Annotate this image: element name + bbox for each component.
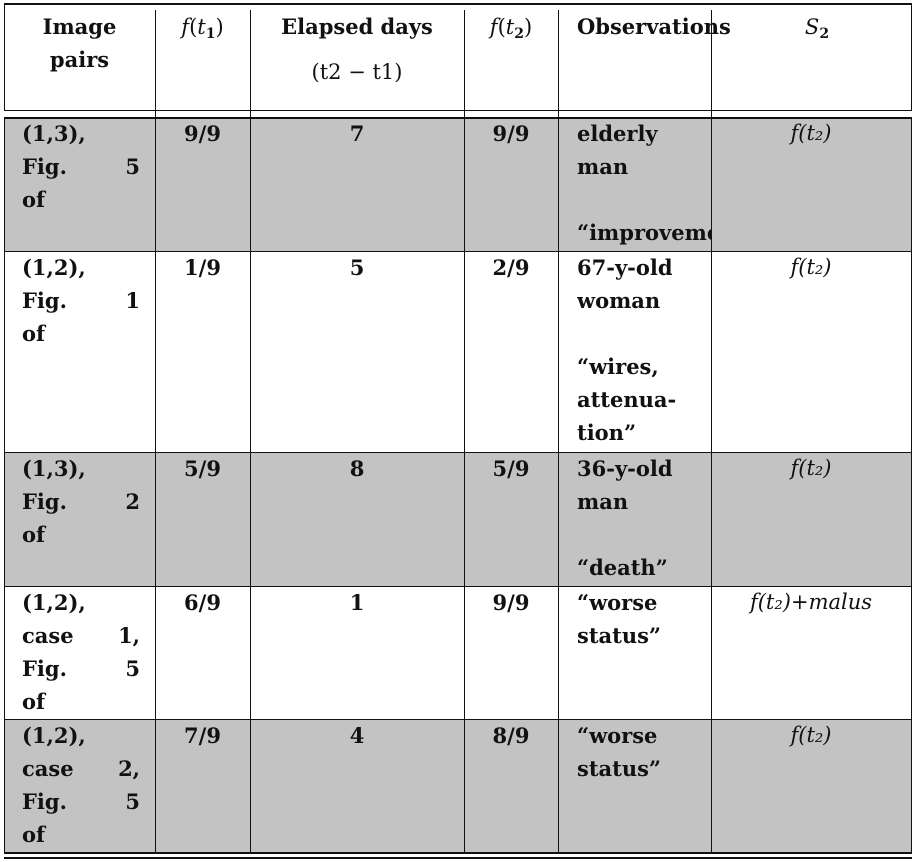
row1-f1: 9/9	[184, 121, 221, 146]
row5-f2: 8/9	[492, 723, 530, 748]
header-elapsed-days: Elapsed days (t2 − t1)	[281, 14, 433, 84]
header-f-t1: f(t1)	[181, 15, 224, 42]
row3-observations: 36-y-old man “death”	[577, 456, 673, 580]
header-rule-2	[4, 117, 912, 119]
header-s2: S2	[804, 15, 830, 42]
row2-pair: (1,2), Fig. 1 of	[22, 255, 140, 346]
row3-f1: 5/9	[184, 456, 221, 481]
row4-observations: “worse status”	[577, 590, 661, 648]
row3-f2: 5/9	[492, 456, 530, 481]
vline-left	[4, 4, 5, 111]
row2-observations: 67-y-old woman “wires, attenua- tion”	[577, 255, 677, 445]
row4-days: 1	[349, 590, 365, 615]
bottom-rule-2	[4, 857, 912, 859]
row4-pair: (1,2), case 1, Fig. 5 of	[22, 590, 140, 714]
row4-s2: f(t₂)+malus	[749, 590, 873, 614]
bottom-rule	[4, 852, 912, 854]
row1-f2: 9/9	[492, 121, 530, 146]
row3-days: 8	[349, 456, 365, 481]
row5-observations: “worse status”	[577, 723, 661, 781]
row-rule-2	[4, 452, 912, 453]
top-rule	[4, 3, 912, 5]
row1-observations: elderly man “improvement”	[577, 121, 711, 245]
row1-pair: (1,3), Fig. 5 of	[22, 121, 140, 212]
row5-days: 4	[349, 723, 365, 748]
row-rule-3	[4, 586, 912, 587]
vline-1	[155, 10, 156, 853]
vline-4	[558, 10, 559, 853]
header-rule	[4, 110, 912, 111]
vline-2	[250, 10, 251, 853]
row2-f2: 2/9	[492, 255, 530, 280]
row1-days: 7	[349, 121, 365, 146]
row2-f1: 1/9	[184, 255, 221, 280]
row4-f2: 9/9	[492, 590, 530, 615]
row-rule-1	[4, 251, 912, 252]
vline-3	[464, 10, 465, 853]
row3-s2: f(t₂)	[790, 456, 832, 480]
vline-right	[911, 4, 912, 111]
row4-f1: 6/9	[184, 590, 221, 615]
vline-5	[711, 10, 712, 853]
row2-days: 5	[349, 255, 365, 280]
vline-right-body	[911, 118, 912, 853]
row-rule-4	[4, 719, 912, 720]
row2-s2: f(t₂)	[790, 255, 832, 279]
header-f-t2: f(t2)	[489, 15, 533, 42]
row1-s2: f(t₂)	[790, 121, 832, 145]
vline-left-body	[4, 118, 5, 853]
row5-pair: (1,2), case 2, Fig. 5 of	[22, 723, 140, 847]
row5-s2: f(t₂)	[790, 723, 832, 747]
row3-pair: (1,3), Fig. 2 of	[22, 456, 140, 547]
header-image-pairs: Image pairs	[42, 14, 117, 72]
header-observations: Observations	[577, 14, 731, 39]
row5-f1: 7/9	[184, 723, 221, 748]
